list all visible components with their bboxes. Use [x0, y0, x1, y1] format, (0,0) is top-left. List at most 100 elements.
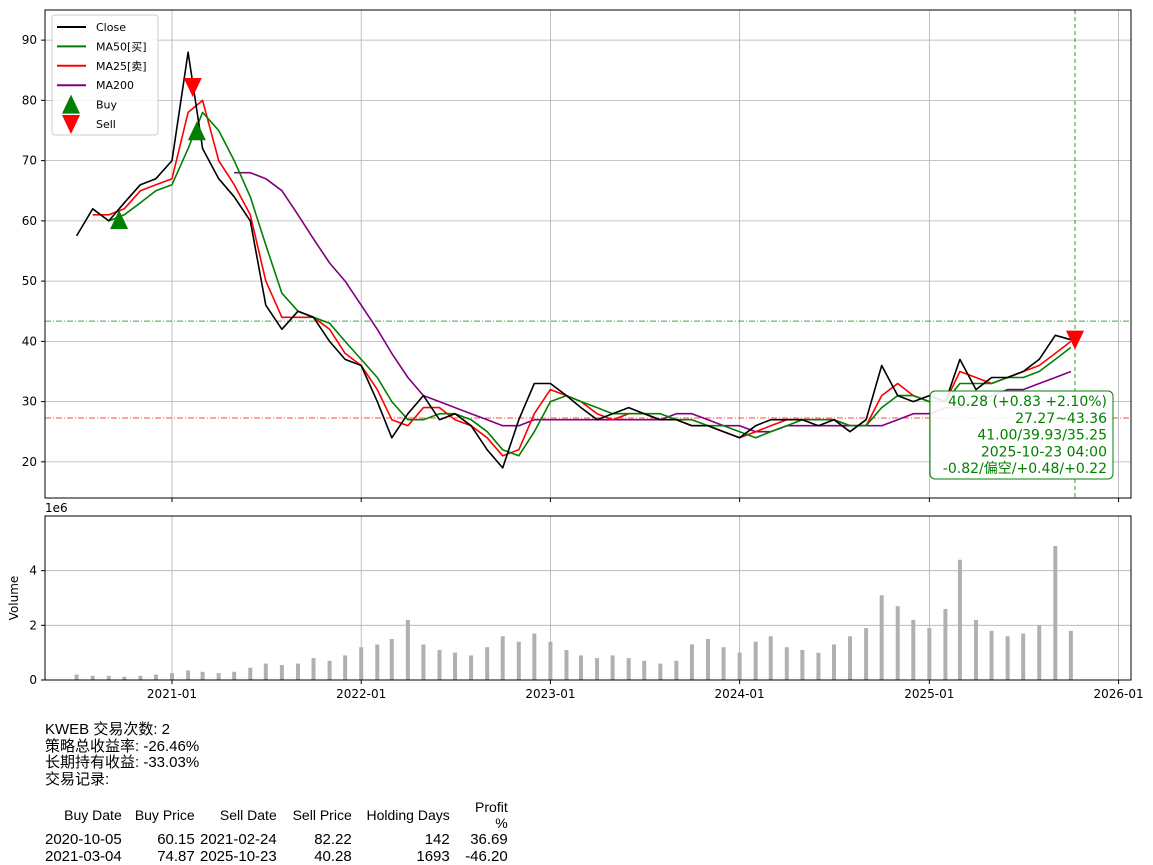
table-header-row: Buy Date Buy Price Sell Date Sell Price … [45, 799, 508, 831]
cell-sell-date: 2021-02-24 [200, 831, 277, 848]
volume-bar [721, 647, 726, 680]
y-tick-label: 70 [22, 154, 37, 168]
y-tick-label: 0 [29, 673, 37, 687]
volume-bar [753, 641, 758, 680]
trade-records-table: Buy Date Buy Price Sell Date Sell Price … [45, 799, 508, 865]
volume-bar [674, 660, 679, 680]
cell-buy-price: 60.15 [157, 831, 195, 848]
volume-bar [263, 663, 268, 680]
cell-sell-price: 40.28 [314, 848, 352, 865]
volume-bar [485, 647, 490, 680]
volume-bar [327, 660, 332, 680]
volume-bar [879, 595, 884, 680]
volume-bar [943, 608, 948, 680]
volume-bar [74, 674, 79, 680]
volume-bar [689, 644, 694, 680]
volume-bar [343, 655, 348, 680]
axis-ticks: 2021-01 2022-01 2023-01 2024-01 2025-01 2026-… [22, 33, 1144, 701]
volume-bar [90, 675, 95, 680]
stock-chart: 2021-01 2022-01 2023-01 2024-01 2025-01 2026-… [0, 0, 1153, 715]
volume-bars [74, 546, 1073, 680]
volume-bar [974, 619, 979, 680]
legend-swatch [62, 94, 80, 114]
volume-bar [737, 652, 742, 680]
volume-bar [579, 655, 584, 680]
header-buy-date: Buy Date [64, 807, 122, 823]
strategy-summary: KWEB 交易次数: 2 策略总收益率: -26.46% 长期持有收益: -33.0… [45, 721, 200, 788]
y-tick-label: 4 [29, 564, 37, 578]
volume-bar [122, 676, 127, 680]
volume-bar [864, 628, 869, 680]
price-panel-frame [44, 9, 1132, 499]
legend-label: MA50[买] [96, 40, 147, 53]
cell-profit-pct: -46.20 [465, 848, 508, 865]
price-grid [45, 10, 1131, 498]
y-tick-label: 90 [22, 33, 37, 47]
x-tick-label: 2026-01 [1093, 687, 1143, 701]
sell-marker [183, 77, 202, 97]
volume-bar [200, 671, 205, 680]
volume-bar [375, 644, 380, 680]
volume-panel-frame [44, 515, 1132, 681]
volume-bar [532, 633, 537, 680]
volume-bar [816, 652, 821, 680]
volume-bar [927, 628, 932, 680]
volume-bar [1037, 625, 1042, 680]
volume-bar [516, 641, 521, 680]
chart-background [0, 0, 1153, 715]
header-holding-days: Holding Days [366, 807, 450, 823]
volume-bar [989, 630, 994, 680]
legend-label: Buy [96, 99, 118, 112]
volume-bar [153, 674, 158, 680]
x-tick-label: 2025-01 [904, 687, 954, 701]
volume-bar [1053, 546, 1058, 680]
volume-bar [564, 649, 569, 680]
header-profit-pct: Profit % [475, 799, 508, 831]
y-tick-label: 40 [22, 334, 37, 348]
volume-offset-label: 1e6 [45, 501, 68, 515]
table-row: 2021-03-04 74.87 2025-10-23 40.28 1693 -… [45, 848, 508, 865]
legend-label: MA200 [96, 79, 134, 92]
annotation-frame [929, 390, 1114, 480]
cell-sell-price: 82.22 [314, 831, 352, 848]
y-tick-label: 2 [29, 618, 37, 632]
buy-marker [110, 209, 129, 229]
volume-bar [295, 663, 300, 680]
series-line-close [75, 51, 1072, 469]
volume-bar [768, 636, 773, 680]
header-buy-price: Buy Price [134, 807, 195, 823]
y-tick-label: 30 [22, 395, 37, 409]
cell-sell-date: 2025-10-23 [200, 848, 277, 865]
volume-bar [389, 639, 394, 680]
legend: Close MA50[买] MA25[卖] MA200 Buy Sell [51, 14, 159, 136]
volume-bar [311, 658, 316, 680]
cell-buy-date: 2021-03-04 [45, 848, 122, 865]
annotation-line: -0.82/偏空/+0.48/+0.22 [943, 461, 1107, 477]
cell-holding-days: 142 [424, 831, 450, 848]
buy-marker [187, 121, 206, 141]
volume-bar [610, 655, 615, 680]
annotation-line: 41.00/39.93/35.25 [977, 428, 1107, 444]
volume-bar [405, 619, 410, 680]
volume-bar [706, 639, 711, 680]
summary-buy-hold-return: 长期持有收益: -33.03% [45, 754, 200, 771]
header-sell-price: Sell Price [292, 807, 352, 823]
volume-bar [848, 636, 853, 680]
x-tick-label: 2022-01 [336, 687, 386, 701]
volume-bar [437, 649, 442, 680]
volume-bar [421, 644, 426, 680]
volume-bar [232, 671, 237, 680]
header-sell-date: Sell Date [219, 807, 277, 823]
x-tick-label: 2021-01 [147, 687, 197, 701]
cell-profit-pct: 36.69 [470, 831, 508, 848]
volume-bar [216, 673, 221, 680]
trade-markers [110, 77, 1085, 350]
volume-bar [138, 675, 143, 680]
volume-bar [1021, 633, 1026, 680]
legend-label: Close [96, 21, 126, 34]
summary-trade-count: KWEB 交易次数: 2 [45, 721, 171, 738]
annotation-line: 40.28 (+0.83 +2.10%) [948, 394, 1107, 410]
volume-bar [831, 644, 836, 680]
volume-bar [658, 663, 663, 680]
volume-bar [784, 647, 789, 680]
